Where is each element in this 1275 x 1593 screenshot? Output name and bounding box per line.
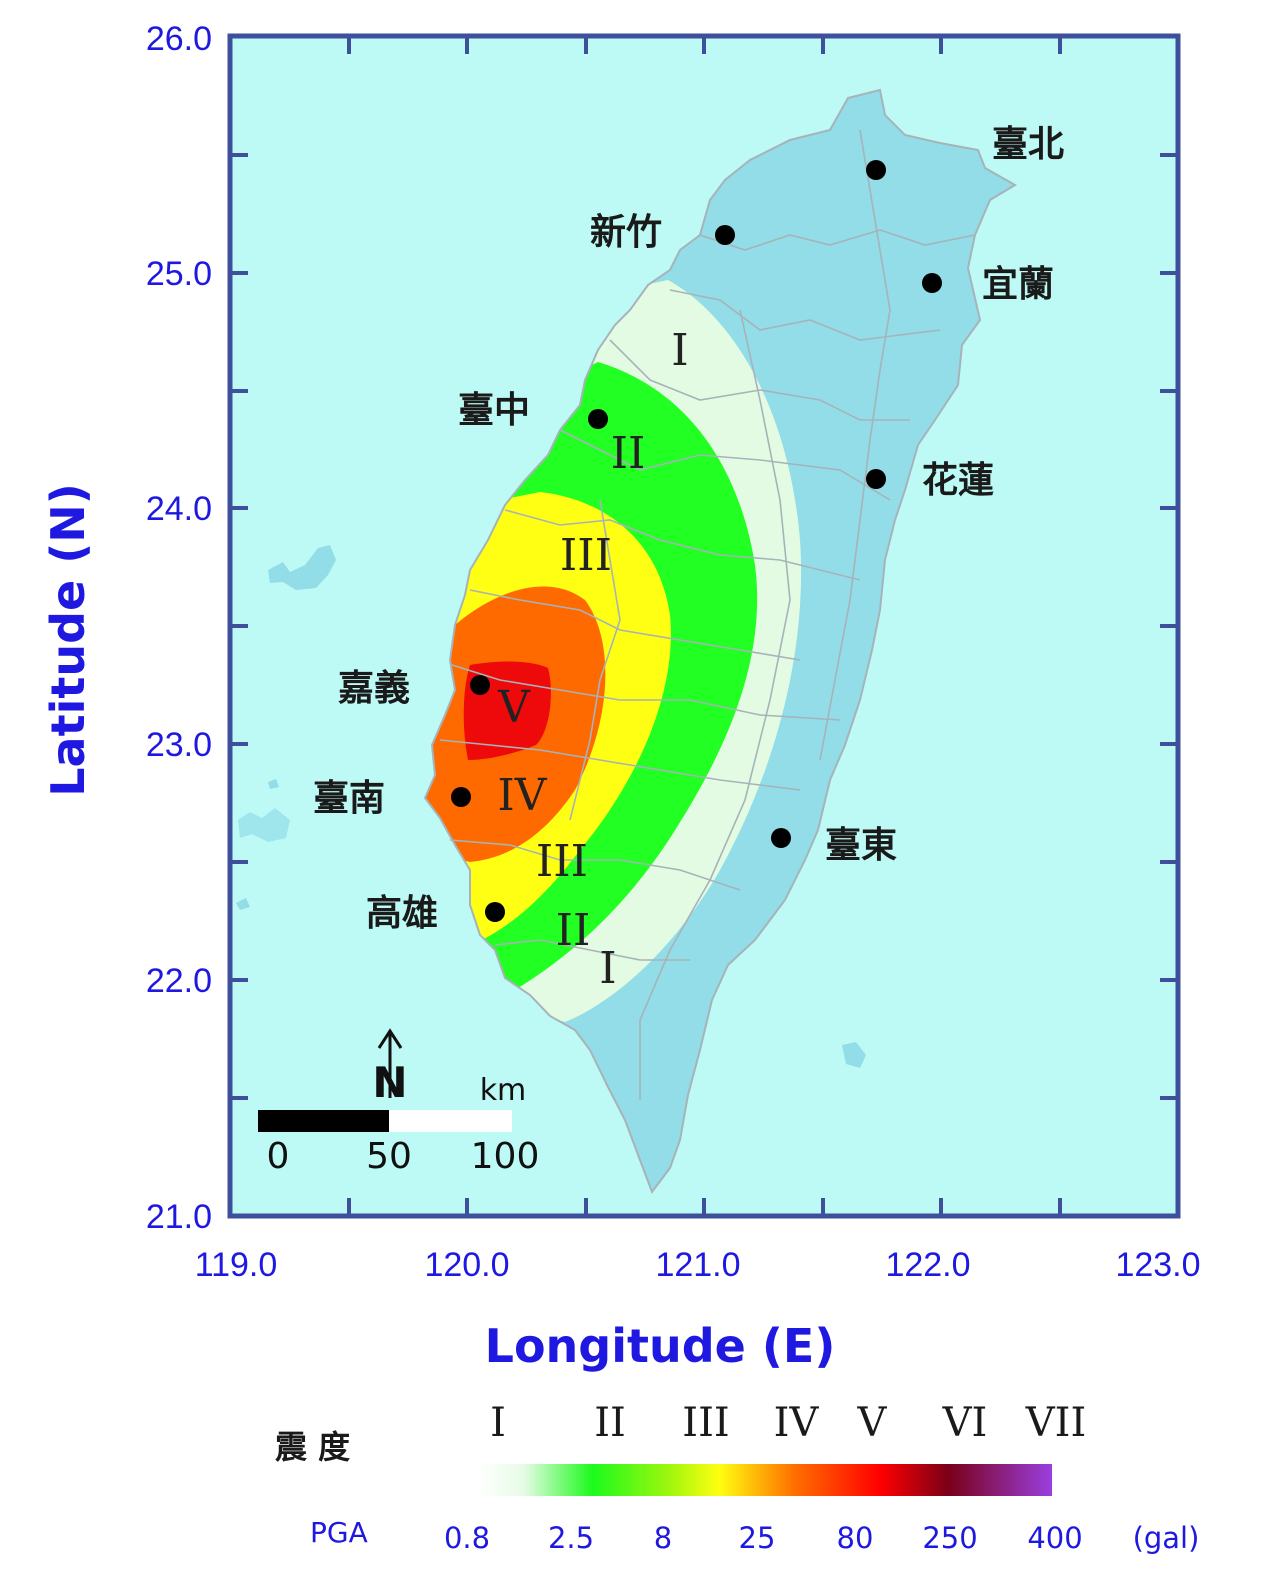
city-marker bbox=[866, 160, 886, 180]
zone-label-intensity-1-south: I bbox=[599, 943, 616, 994]
city-tainan: 臺南 bbox=[313, 778, 471, 819]
intensity-legend: 震 度 I II III IV V VI VII PGA 0.8 2.5 8 2… bbox=[275, 1400, 1199, 1555]
legend-pga-value: 25 bbox=[739, 1521, 776, 1555]
city-label: 高雄 bbox=[366, 893, 438, 934]
x-tick-label: 119.0 bbox=[195, 1246, 278, 1284]
city-taichung: 臺中 bbox=[458, 390, 608, 431]
y-axis-title: Latitude (N) bbox=[41, 483, 95, 797]
x-axis-title: Longitude (E) bbox=[485, 1319, 836, 1373]
legend-pga-value: 8 bbox=[654, 1521, 672, 1555]
legend-intensity-level: IV bbox=[774, 1400, 820, 1446]
scale-bar-white-segment bbox=[389, 1110, 512, 1132]
x-tick-label: 120.0 bbox=[424, 1246, 509, 1284]
y-tick-label: 26.0 bbox=[146, 20, 212, 58]
city-marker bbox=[588, 409, 608, 429]
city-taitung: 臺東 bbox=[771, 825, 897, 866]
city-marker bbox=[470, 675, 490, 695]
city-hsinchu: 新竹 bbox=[590, 212, 735, 253]
offshore-islet-south bbox=[238, 808, 290, 842]
x-tick-label: 121.0 bbox=[655, 1246, 740, 1284]
zone-label-intensity-3-south: III bbox=[536, 836, 588, 887]
legend-intensity-level: VI bbox=[942, 1400, 988, 1446]
legend-pga-unit: (gal) bbox=[1133, 1521, 1200, 1555]
scale-tick-label: 0 bbox=[267, 1136, 290, 1177]
scale-bar: km 0 50 100 bbox=[258, 1073, 539, 1177]
zone-label-intensity-2-south: II bbox=[556, 905, 591, 956]
city-marker bbox=[451, 787, 471, 807]
city-label: 新竹 bbox=[590, 212, 662, 253]
scale-bar-black-segment bbox=[258, 1110, 389, 1132]
city-chiayi: 嘉義 bbox=[338, 668, 490, 709]
city-marker bbox=[485, 902, 505, 922]
city-label: 臺北 bbox=[992, 124, 1064, 165]
legend-color-bar bbox=[478, 1464, 1052, 1496]
legend-intensity-level: III bbox=[682, 1400, 729, 1446]
city-label: 臺東 bbox=[825, 825, 897, 866]
zone-label-intensity-4: IV bbox=[497, 770, 547, 821]
city-label: 臺南 bbox=[313, 778, 385, 819]
city-yilan: 宜蘭 bbox=[922, 264, 1054, 305]
y-tick-label: 21.0 bbox=[146, 1198, 212, 1236]
legend-intensity-level: II bbox=[594, 1400, 626, 1446]
axis-tick-marks bbox=[230, 36, 1178, 1216]
scale-tick-label: 50 bbox=[366, 1136, 412, 1177]
city-label: 宜蘭 bbox=[982, 264, 1054, 305]
zone-label-intensity-2-north: II bbox=[611, 428, 646, 479]
legend-intensity-level: V bbox=[857, 1400, 888, 1446]
y-tick-label: 25.0 bbox=[146, 255, 212, 293]
legend-intensity-level: I bbox=[490, 1400, 506, 1446]
legend-pga-value: 2.5 bbox=[548, 1521, 594, 1555]
penghu-islands bbox=[268, 545, 336, 590]
scale-unit-label: km bbox=[480, 1073, 527, 1108]
islet-small-2 bbox=[268, 779, 279, 789]
city-hualien: 花蓮 bbox=[866, 460, 994, 501]
taiwan-coastline bbox=[423, 88, 1017, 1195]
north-label: N bbox=[372, 1058, 407, 1107]
green-island bbox=[842, 1042, 866, 1068]
x-tick-label: 122.0 bbox=[885, 1246, 970, 1284]
legend-pga-value: 400 bbox=[1027, 1521, 1082, 1555]
city-label: 嘉義 bbox=[338, 668, 410, 709]
city-marker bbox=[771, 828, 791, 848]
zone-label-intensity-1-north: I bbox=[671, 325, 688, 376]
city-label: 臺中 bbox=[458, 390, 530, 431]
legend-pga-value: 0.8 bbox=[444, 1521, 490, 1555]
north-arrow: N bbox=[372, 1028, 408, 1107]
scale-tick-label: 100 bbox=[471, 1136, 540, 1177]
city-taipei: 臺北 bbox=[866, 124, 1064, 180]
county-boundaries bbox=[439, 129, 976, 1100]
city-marker bbox=[715, 225, 735, 245]
y-tick-label: 22.0 bbox=[146, 962, 212, 1000]
city-marker bbox=[922, 273, 942, 293]
legend-pga-title: PGA bbox=[310, 1516, 368, 1549]
city-label: 花蓮 bbox=[922, 460, 994, 501]
y-tick-label: 23.0 bbox=[146, 726, 212, 764]
legend-intensity-level: VII bbox=[1025, 1400, 1087, 1446]
city-marker bbox=[866, 469, 886, 489]
legend-pga-value: 250 bbox=[922, 1521, 977, 1555]
city-kaohsiung: 高雄 bbox=[366, 893, 505, 934]
x-tick-label: 123.0 bbox=[1115, 1246, 1200, 1284]
islet-small-1 bbox=[236, 898, 250, 910]
legend-pga-value: 80 bbox=[837, 1521, 874, 1555]
zone-label-intensity-5: V bbox=[497, 682, 531, 733]
legend-intensity-title: 震 度 bbox=[275, 1428, 350, 1466]
zone-label-intensity-3-north: III bbox=[560, 530, 612, 581]
y-tick-label: 24.0 bbox=[146, 490, 212, 528]
